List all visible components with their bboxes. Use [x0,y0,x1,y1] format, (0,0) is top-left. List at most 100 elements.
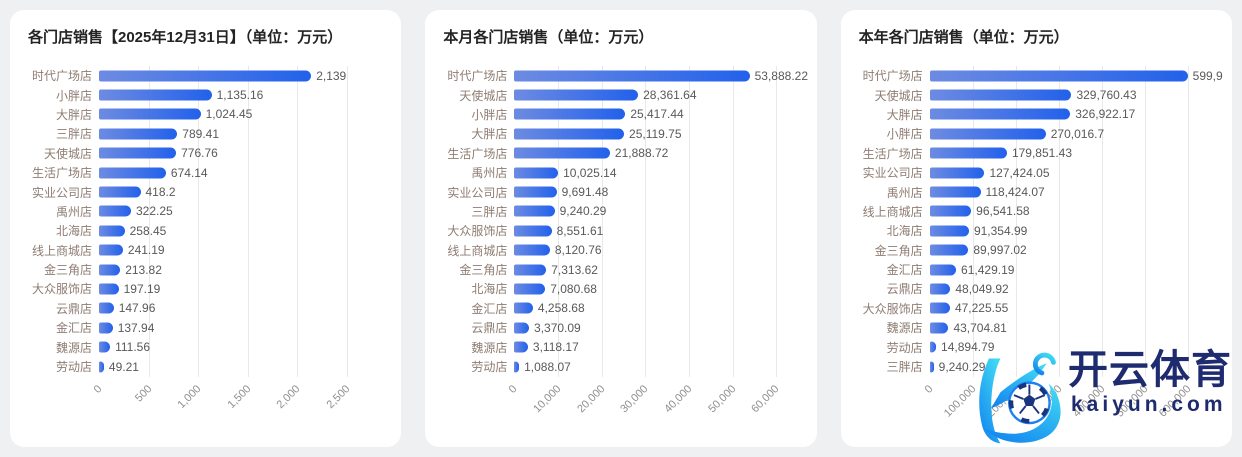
bar[interactable] [929,341,937,353]
bar-track: 270,016.7 [929,124,1188,143]
bar[interactable] [514,205,555,217]
value-label: 197.19 [123,281,161,296]
bar-track: 1,024.45 [99,105,347,124]
category-label: 禹州店 [55,204,92,219]
bar[interactable] [99,322,113,334]
value-label: 147.96 [118,301,156,316]
bar[interactable] [99,244,123,256]
category-label: 劳动店 [471,360,508,375]
bar[interactable] [99,70,312,82]
bar[interactable] [99,283,119,295]
bar[interactable] [929,167,985,179]
bar[interactable] [99,361,104,373]
bar-track: 96,541.58 [929,202,1188,221]
bar[interactable] [514,244,550,256]
bar[interactable] [929,225,969,237]
bar-track: 197.19 [99,279,347,298]
bar-row: 禹州店 118,424.07 [859,182,1214,201]
category-label: 天使城店 [459,88,508,103]
bar[interactable] [929,322,949,334]
bar[interactable] [514,89,639,101]
category-label: 生活广场店 [447,146,508,161]
bar-row: 天使城店 776.76 [28,144,383,163]
bar[interactable] [929,147,1007,159]
bar-row: 劳动店 14,894.79 [859,337,1214,356]
bar-track: 7,313.62 [514,260,776,279]
bar[interactable] [929,264,957,276]
value-label: 9,240.29 [559,204,607,219]
value-label: 322.25 [136,204,173,219]
bar[interactable] [929,89,1072,101]
bar[interactable] [99,89,212,101]
bar[interactable] [514,108,626,120]
bar[interactable] [514,147,610,159]
bar[interactable] [929,244,969,256]
bar[interactable] [99,225,125,237]
bar[interactable] [99,167,166,179]
grid [514,66,778,377]
bar[interactable] [514,283,546,295]
bar-track: 179,851.43 [929,144,1188,163]
bar[interactable] [929,128,1046,140]
category-label: 时代广场店 [31,69,92,84]
bar[interactable] [514,361,520,373]
bar[interactable] [514,225,552,237]
bar-track: 322.25 [99,202,347,221]
bar-row: 北海店 7,080.68 [443,279,798,298]
bar-track: 3,370.09 [514,318,776,337]
bar[interactable] [514,302,533,314]
watermark-domain: kaiyun.com [1071,393,1227,416]
bar[interactable] [99,186,141,198]
value-label: 270,016.7 [1050,126,1105,141]
bar-row: 生活广场店 674.14 [28,163,383,182]
bar-track: 118,424.07 [929,182,1188,201]
bar[interactable] [99,108,201,120]
bar[interactable] [99,341,111,353]
bar[interactable] [929,70,1188,82]
bar-row: 云鼎店 48,049.92 [859,279,1214,298]
value-label: 3,118.17 [532,340,579,355]
kaiyun-k-logo-icon [979,352,1061,444]
value-label: 48,049.92 [955,281,1009,296]
bar-track: 8,120.76 [514,241,776,260]
bar-track: 61,429.19 [929,260,1188,279]
value-label: 21,888.72 [614,146,669,161]
bar[interactable] [929,186,981,198]
bar-row: 天使城店 28,361.64 [443,85,798,104]
category-label: 禹州店 [886,185,923,200]
bar-row: 金三角店 213.82 [28,260,383,279]
bar[interactable] [514,322,530,334]
value-label: 25,119.75 [629,126,682,141]
bar[interactable] [929,108,1071,120]
bar[interactable] [514,341,528,353]
category-label: 金三角店 [459,263,508,278]
bar[interactable] [514,128,625,140]
bar[interactable] [514,70,750,82]
value-label: 3,370.09 [534,320,581,335]
bar[interactable] [99,128,178,140]
chart-title: 本月各门店销售（单位：万元） [443,29,654,46]
bar[interactable] [99,205,131,217]
value-label: 2,139 [316,68,347,83]
gridline [688,66,690,377]
value-label: 241.19 [127,243,165,258]
bar[interactable] [929,302,950,314]
bar[interactable] [99,147,177,159]
kaiyun-watermark[interactable]: 开云体育 kaiyun.com [960,349,1232,447]
bar[interactable] [99,302,114,314]
bar[interactable] [929,361,934,373]
category-label: 云鼎店 [471,321,508,336]
bar[interactable] [929,283,951,295]
bar-row: 小胖店 1,135.16 [28,85,383,104]
bar-row: 云鼎店 147.96 [28,299,383,318]
bar[interactable] [514,186,557,198]
bar-row: 实业公司店 418.2 [28,182,383,201]
bar[interactable] [514,264,547,276]
bar[interactable] [99,264,121,276]
bar[interactable] [929,205,972,217]
bar-track: 91,354.99 [929,221,1188,240]
bar[interactable] [514,167,559,179]
chart-title: 各门店销售【2025年12月31日】（单位：万元） [28,29,343,46]
bar-row: 北海店 91,354.99 [859,221,1214,240]
category-label: 魏源店 [55,340,92,355]
